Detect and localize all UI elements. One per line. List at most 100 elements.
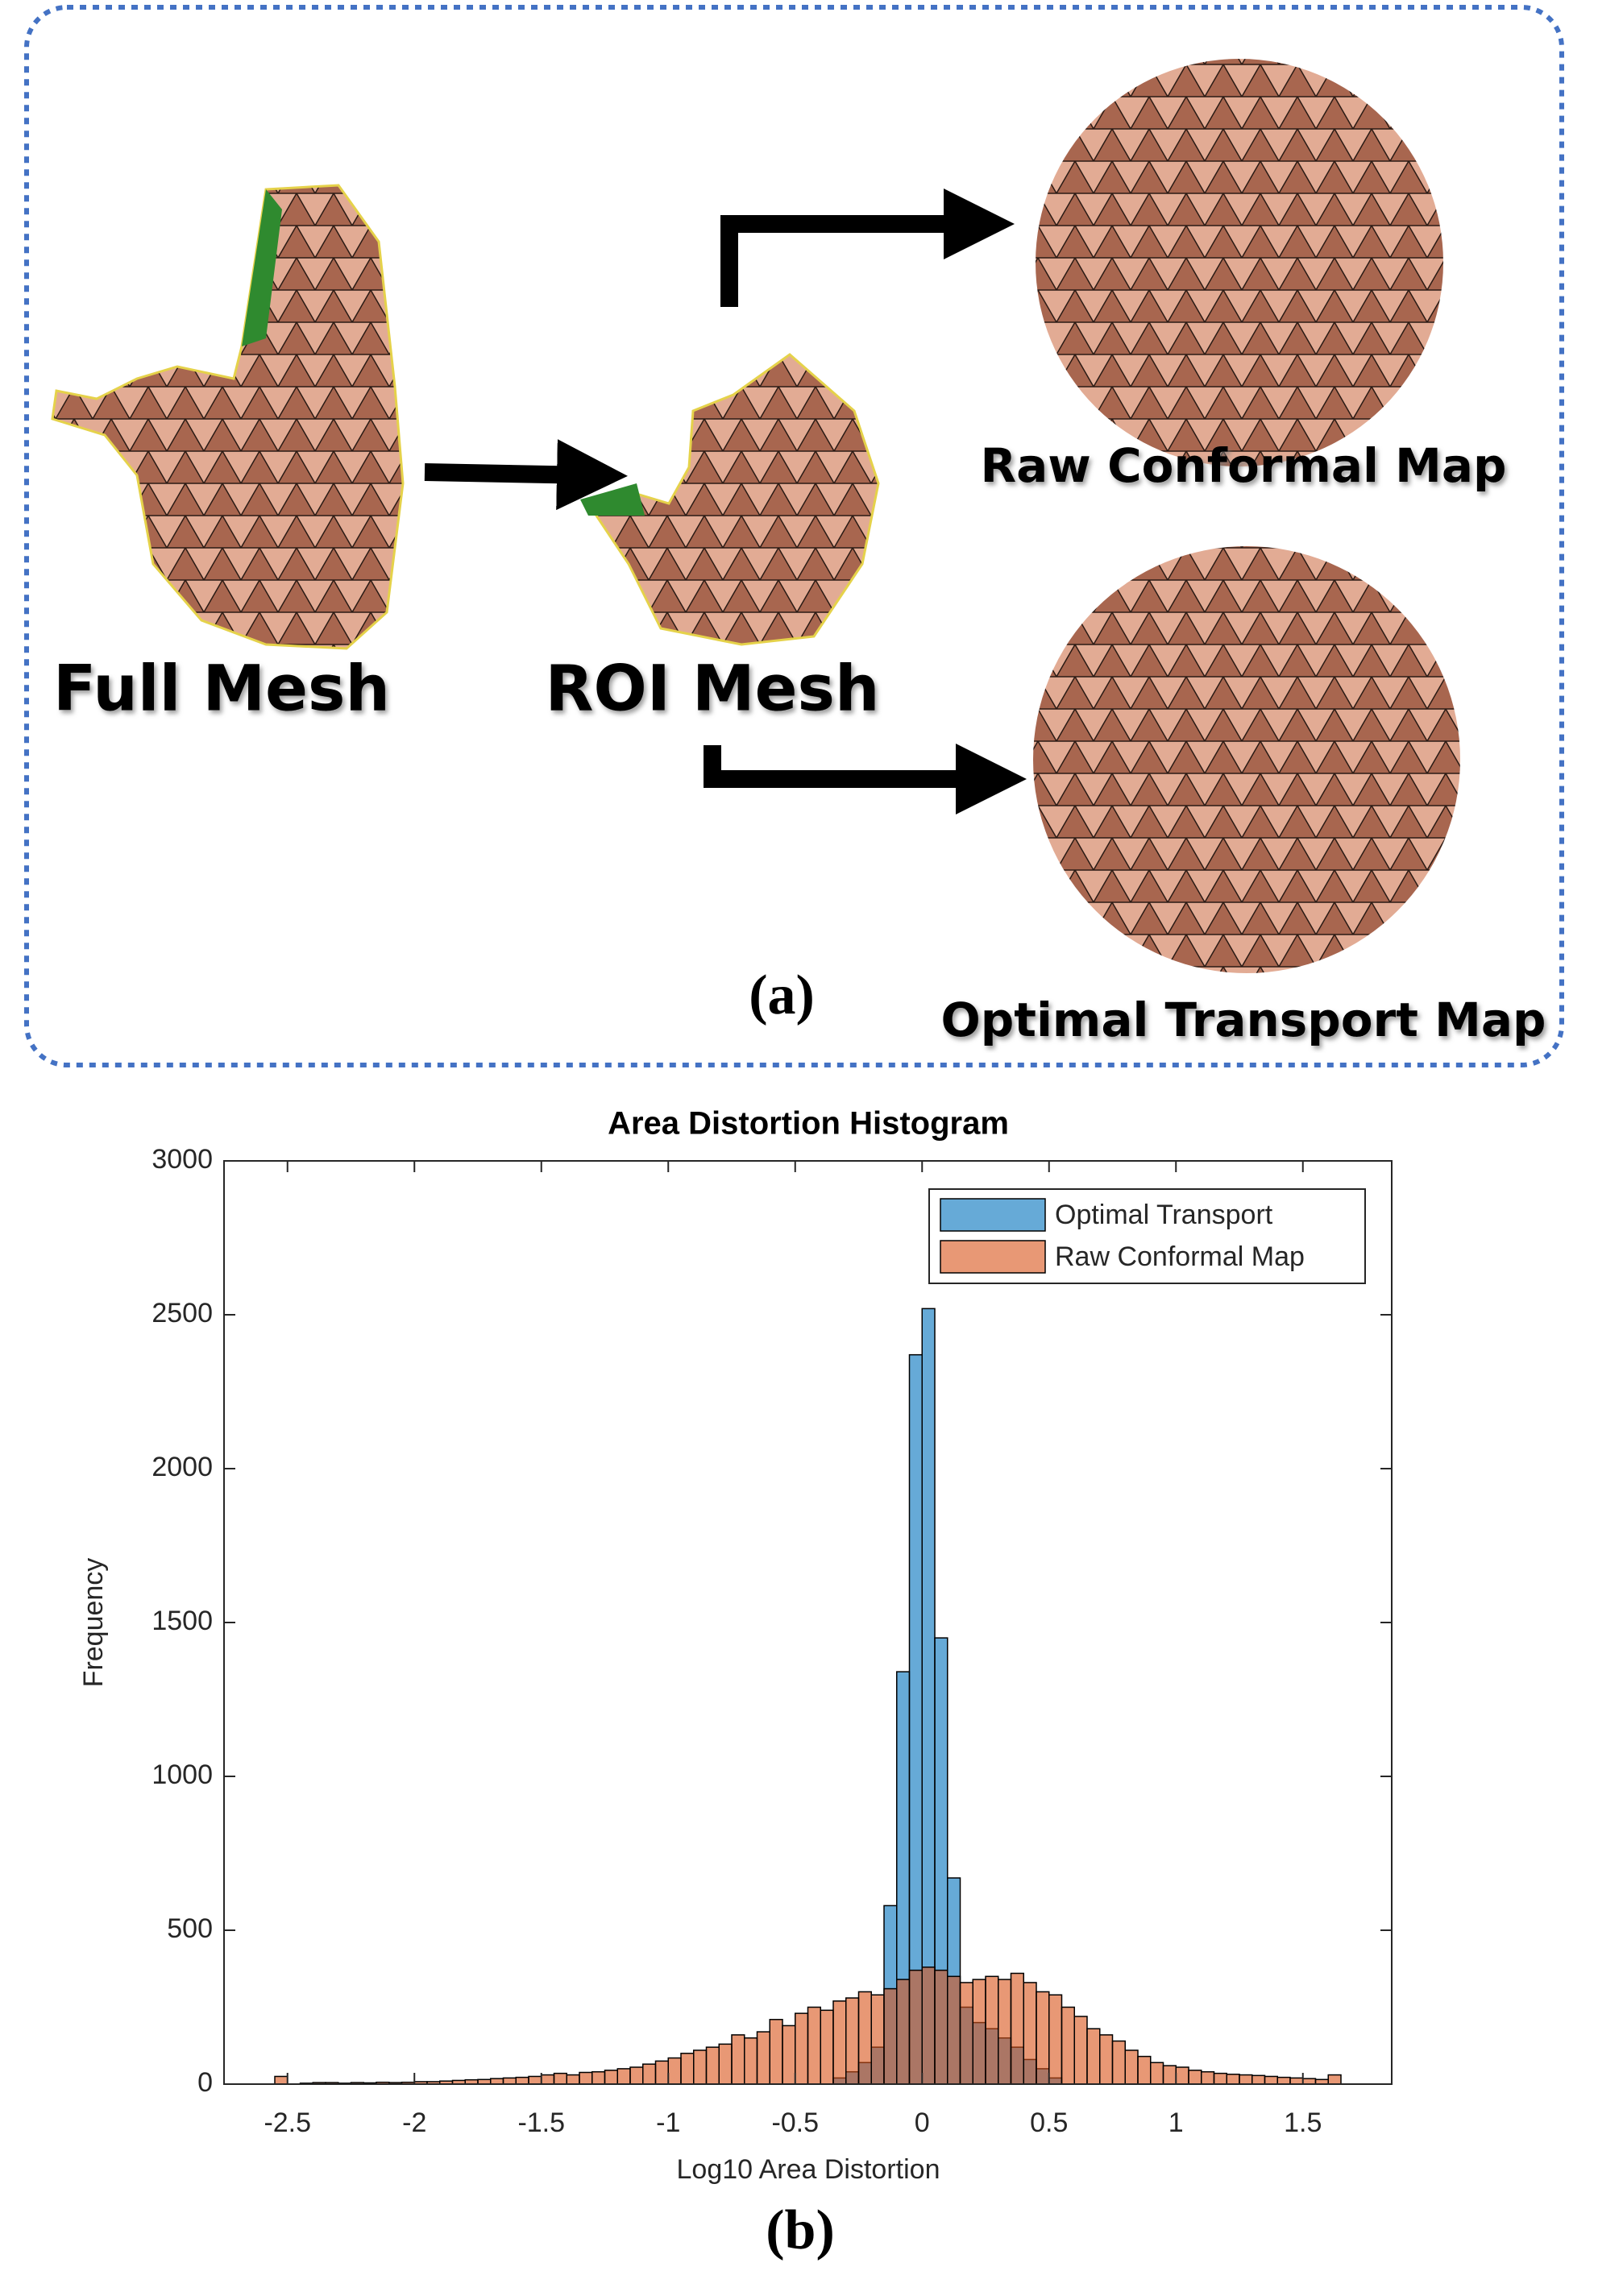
- ot-map-label: Optimal Transport Map: [940, 993, 1546, 1047]
- histogram-bar: [654, 2060, 669, 2085]
- histogram-bar: [1188, 2070, 1202, 2085]
- histogram-bar: [1036, 1991, 1050, 2085]
- y-axis-label: Frequency: [78, 1558, 109, 1688]
- histogram-bar: [1175, 2066, 1189, 2085]
- histogram-bar: [1201, 2070, 1215, 2085]
- y-tick-label: 2500: [152, 1298, 213, 1328]
- histogram-bar: [592, 2070, 606, 2085]
- plot-area: [224, 1161, 1392, 2084]
- y-tick-label: 2000: [152, 1452, 213, 1482]
- panel-border: [24, 5, 1564, 1067]
- histogram-bar: [857, 1991, 872, 2085]
- histogram-bar: [1111, 2040, 1126, 2085]
- histogram-bar: [820, 2009, 834, 2085]
- histogram-bar: [782, 2025, 796, 2085]
- histogram-bar: [870, 1994, 885, 2085]
- histogram-bar: [908, 1969, 923, 2085]
- legend: Optimal Transport Raw Conformal Map: [928, 1188, 1366, 1284]
- histogram-bar: [1264, 2075, 1278, 2085]
- mesh-illustrations: [51, 59, 1460, 973]
- x-tick-label: 0: [915, 2107, 930, 2138]
- histogram-bar: [274, 2075, 288, 2085]
- histogram-bar: [705, 2046, 720, 2085]
- histogram-bar: [1061, 2006, 1075, 2085]
- histogram-bar: [553, 2072, 567, 2085]
- histogram-bar: [1162, 2065, 1177, 2085]
- histogram-bar: [1048, 1994, 1063, 2085]
- x-axis-label: Log10 Area Distortion: [677, 2154, 940, 2185]
- histogram-bar: [731, 2034, 745, 2085]
- histogram-bar: [642, 2063, 657, 2085]
- chart-title: Area Distortion Histogram: [608, 1106, 1009, 1142]
- histogram-bar: [769, 2019, 783, 2085]
- caption-a: (a): [749, 964, 815, 1026]
- x-tick-label: -2: [402, 2107, 426, 2138]
- histogram-bar: [1099, 2034, 1114, 2085]
- histogram-bar: [541, 2074, 555, 2085]
- histogram-bar: [1124, 2049, 1139, 2085]
- histogram-bar: [680, 2053, 695, 2085]
- histogram-bar: [528, 2075, 542, 2085]
- histogram-bar: [795, 2012, 809, 2085]
- histogram-bar: [693, 2049, 708, 2085]
- legend-label: Optimal Transport: [1055, 1200, 1273, 1230]
- x-tick-label: 1: [1168, 2107, 1184, 2138]
- histogram-bar: [667, 2057, 682, 2085]
- histogram-bar: [1086, 2028, 1101, 2085]
- x-tick-label: -2.5: [264, 2107, 311, 2138]
- histogram-bar: [1226, 2074, 1240, 2085]
- histogram-bar: [616, 2068, 631, 2085]
- histogram-bar: [515, 2076, 529, 2085]
- histogram-bar: [579, 2071, 593, 2085]
- x-tick-label: 1.5: [1284, 2107, 1322, 2138]
- histogram-bar: [718, 2043, 733, 2085]
- legend-label: Raw Conformal Map: [1055, 1241, 1305, 1272]
- x-tick-label: 0.5: [1030, 2107, 1068, 2138]
- caption-b: (b): [766, 2199, 835, 2261]
- raw-map-label: Raw Conformal Map: [981, 438, 1507, 493]
- histogram-bar: [629, 2066, 644, 2085]
- histogram-bar: [1150, 2062, 1164, 2085]
- histogram-bar: [883, 1987, 898, 2085]
- histogram-bar: [502, 2077, 517, 2085]
- x-tick-label: -0.5: [771, 2107, 819, 2138]
- histogram-bar: [1239, 2074, 1253, 2085]
- histogram-bar: [490, 2078, 504, 2085]
- histogram-bar: [959, 1982, 973, 2085]
- histogram-bar: [1137, 2055, 1152, 2085]
- histogram-bar: [921, 1967, 936, 2085]
- y-tick-label: 0: [197, 2067, 213, 2098]
- histogram-bar: [934, 1969, 948, 2085]
- histogram-bar: [985, 1975, 999, 2085]
- histogram-bar: [832, 2000, 847, 2085]
- x-tick-label: -1.5: [517, 2107, 565, 2138]
- x-tick-label: -1: [656, 2107, 680, 2138]
- full-mesh-label: Full Mesh: [53, 653, 390, 725]
- histogram-bar: [744, 2037, 758, 2085]
- y-tick-label: 3000: [152, 1144, 213, 1175]
- histogram-bar: [845, 1997, 860, 2085]
- histogram-bar: [1327, 2074, 1342, 2085]
- histogram-bar: [566, 2074, 580, 2085]
- y-tick-label: 1500: [152, 1606, 213, 1636]
- histogram-bar: [947, 1975, 961, 2085]
- y-tick-label: 1000: [152, 1759, 213, 1790]
- histogram-bar: [1251, 2074, 1266, 2085]
- histogram-bar: [756, 2031, 770, 2085]
- roi-mesh-label: ROI Mesh: [545, 653, 879, 725]
- histogram-bar: [1023, 1982, 1037, 2085]
- histogram-bar: [1302, 2078, 1317, 2085]
- histogram-bar: [807, 2006, 821, 2085]
- histogram-bar: [1010, 1972, 1024, 2085]
- histogram-bar: [998, 1979, 1012, 2085]
- histogram-bar: [896, 1979, 911, 2085]
- histogram-bar: [1213, 2072, 1227, 2085]
- histogram-bar: [1073, 2016, 1088, 2085]
- legend-swatch: [940, 1198, 1046, 1232]
- histogram-bar: [1289, 2077, 1304, 2085]
- histogram-bar: [972, 1979, 986, 2085]
- histogram-bar: [1276, 2076, 1291, 2085]
- histogram-bar: [604, 2070, 618, 2085]
